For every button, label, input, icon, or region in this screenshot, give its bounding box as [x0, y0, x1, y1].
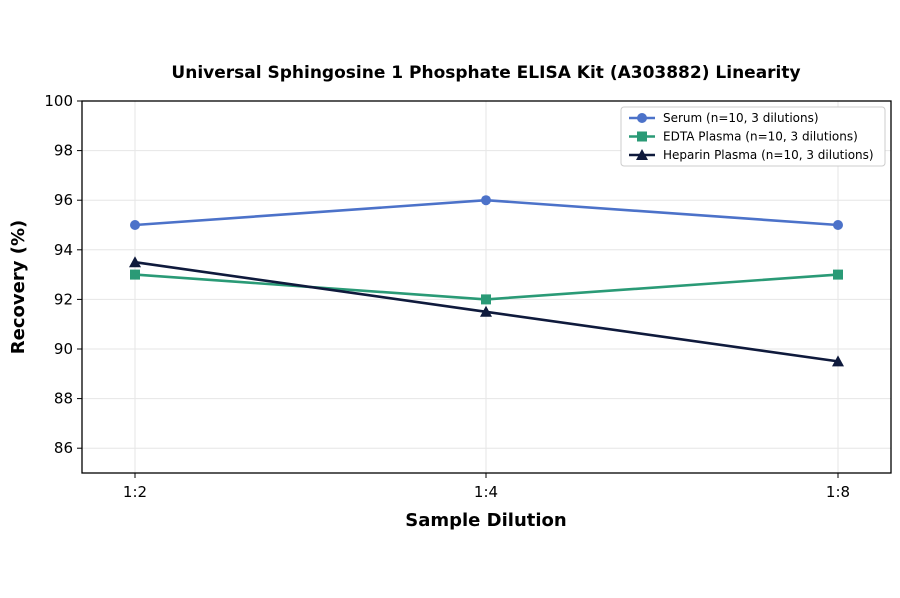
y-tick-label: 96 [54, 191, 73, 209]
x-axis-ticks: 1:2 1:4 1:8 [123, 473, 850, 501]
legend-box [620, 106, 886, 167]
y-tick-label: 92 [54, 290, 73, 308]
legend-marker [637, 131, 647, 142]
data-point [129, 256, 141, 268]
data-point [833, 220, 843, 230]
x-tick-label: 1:8 [826, 483, 850, 501]
data-point [480, 305, 492, 317]
series-1 [130, 269, 843, 305]
y-tick-label: 86 [54, 439, 73, 457]
x-tick-label: 1:4 [474, 483, 498, 501]
legend-item: EDTA Plasma (n=10, 3 dilutions) [629, 130, 858, 144]
x-axis-label: Sample Dilution [405, 510, 566, 531]
y-tick-label: 94 [54, 241, 73, 259]
y-axis-ticks: 86 88 90 92 94 96 98 100 [44, 92, 82, 457]
y-axis-label: Recovery (%) [8, 220, 29, 354]
data-point [833, 269, 843, 280]
y-tick-label: 88 [54, 390, 73, 408]
legend: Serum (n=10, 3 dilutions) EDTA Plasma (n=… [620, 106, 886, 167]
x-tick-label: 1:2 [123, 483, 147, 501]
data-point [481, 294, 491, 305]
legend-label: EDTA Plasma (n=10, 3 dilutions) [663, 130, 858, 144]
legend-item: Heparin Plasma (n=10, 3 dilutions) [629, 148, 874, 162]
legend-label: Heparin Plasma (n=10, 3 dilutions) [663, 148, 874, 162]
y-tick-label: 90 [54, 340, 73, 358]
legend-marker [636, 149, 648, 160]
legend-marker [637, 113, 647, 123]
series-0 [130, 195, 843, 230]
y-tick-label: 100 [44, 92, 73, 110]
legend-item: Serum (n=10, 3 dilutions) [629, 111, 819, 125]
data-point [130, 220, 140, 230]
series-2 [129, 256, 844, 367]
data-point [130, 269, 140, 280]
legend-label: Serum (n=10, 3 dilutions) [663, 111, 819, 125]
chart-title: Universal Sphingosine 1 Phosphate ELISA … [171, 63, 800, 83]
data-point [481, 195, 491, 206]
series-layer [129, 195, 844, 367]
data-point [832, 355, 844, 367]
y-tick-label: 98 [54, 142, 73, 160]
